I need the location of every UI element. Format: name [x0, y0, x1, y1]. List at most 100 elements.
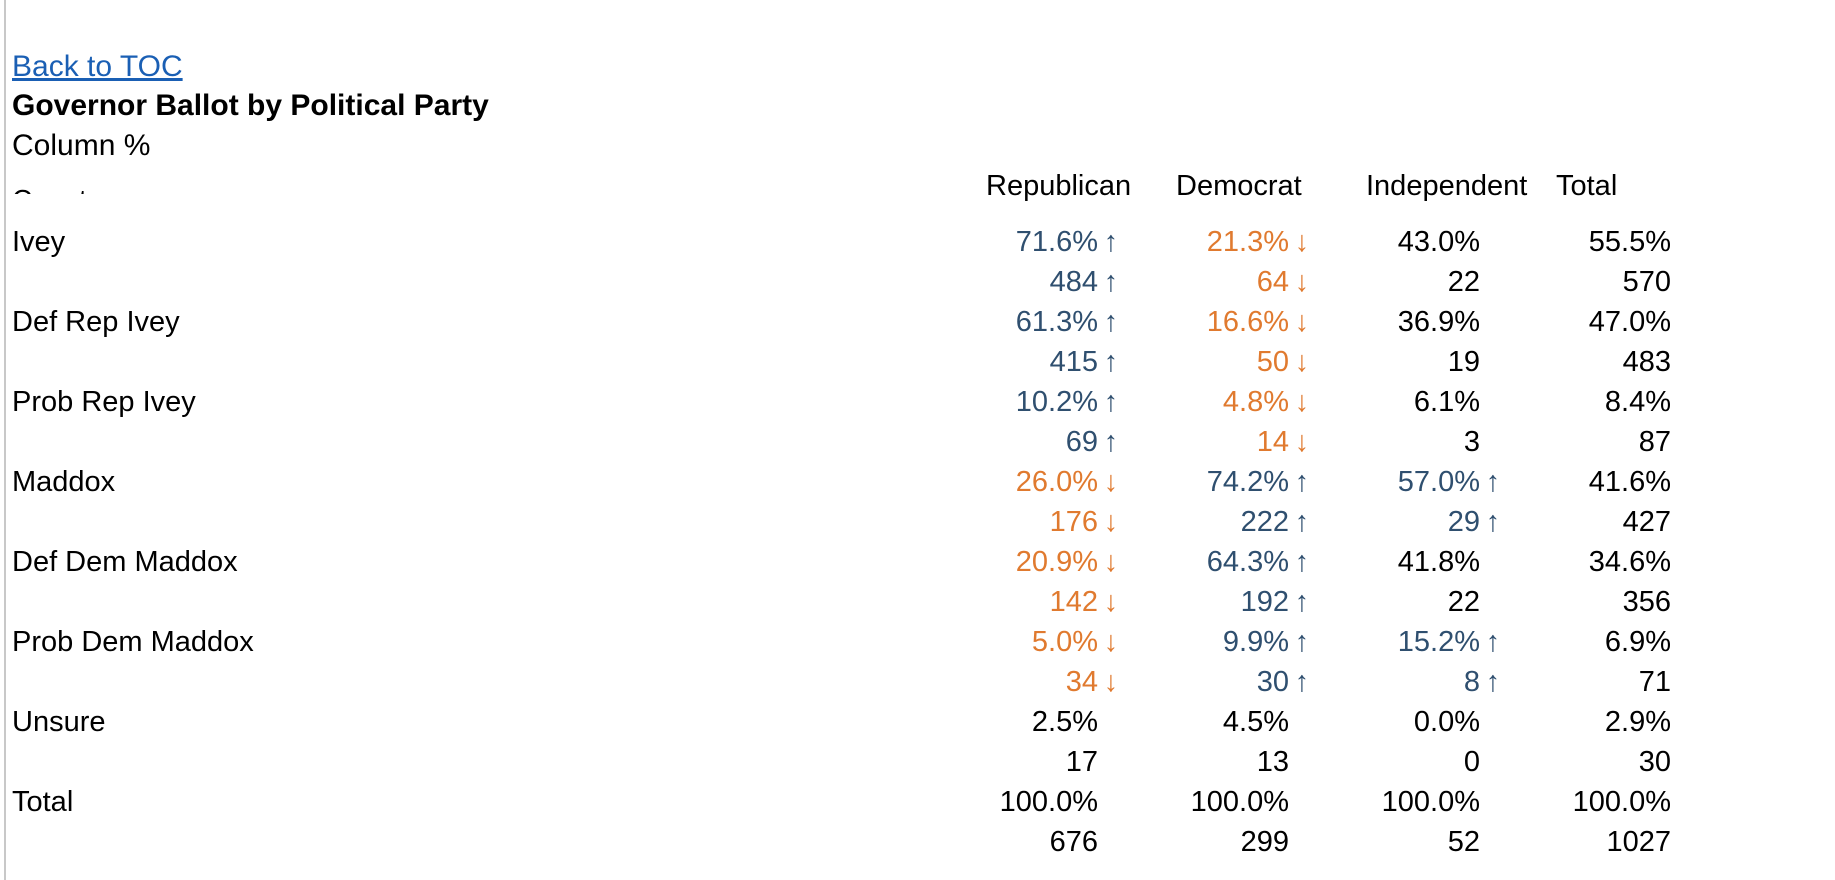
cell-republican-cnt: 17: [972, 742, 1124, 782]
row-label-empty: [12, 422, 972, 462]
cell-value: 36.9%: [1397, 306, 1480, 338]
arrow-up-icon: ↑: [1103, 426, 1119, 458]
cell-democrat-cnt: 192 ↑: [1124, 582, 1315, 622]
cell-value: 6.9%: [1604, 626, 1671, 658]
cell-independent-cnt: 19: [1315, 342, 1506, 382]
cell-total-cnt: 427: [1506, 502, 1697, 542]
row-label-empty: [12, 262, 972, 302]
cell-value: 9.9%: [1222, 626, 1289, 658]
crosstab-body: Ivey 71.6% ↑ 21.3% ↓ 43.0% 55.5% 484 ↑ 64 ↓ 22 570 De…: [12, 222, 1697, 862]
cell-democrat-pct: 21.3% ↓: [1124, 222, 1315, 262]
arrow-up-icon: ↑: [1294, 546, 1310, 578]
cell-value: 2.5%: [1031, 706, 1098, 738]
arrow-up-icon: ↑: [1103, 346, 1119, 378]
cell-value: 100.0%: [1190, 786, 1289, 818]
cell-independent-pct: 36.9%: [1315, 302, 1506, 342]
cell-value: 71.6%: [1015, 226, 1098, 258]
table-row-count: 142 ↓ 192 ↑ 22 356: [12, 582, 1697, 622]
cell-value: 34: [1065, 666, 1098, 698]
cell-republican-cnt: 484 ↑: [972, 262, 1124, 302]
cell-value: 71: [1638, 666, 1671, 698]
cell-republican-cnt: 34 ↓: [972, 662, 1124, 702]
table-row-percent: Maddox 26.0% ↓ 74.2% ↑ 57.0% ↑ 41.6%: [12, 462, 1697, 502]
arrow-down-icon: ↓: [1294, 386, 1310, 418]
row-label-empty: [12, 662, 972, 702]
cell-value: 100.0%: [1381, 786, 1480, 818]
count-label-cut: Count: [12, 180, 87, 194]
arrow-up-icon: ↑: [1294, 586, 1310, 618]
cell-value: 5.0%: [1031, 626, 1098, 658]
cell-value: 74.2%: [1206, 466, 1289, 498]
cell-value: 55.5%: [1588, 226, 1671, 258]
table-row-count: 69 ↑ 14 ↓ 3 87: [12, 422, 1697, 462]
cell-value: 4.5%: [1222, 706, 1289, 738]
row-label: Total: [12, 786, 74, 818]
cell-democrat-pct: 16.6% ↓: [1124, 302, 1315, 342]
row-label: Maddox: [12, 466, 116, 498]
cell-value: 61.3%: [1015, 306, 1098, 338]
cell-independent-pct: 6.1%: [1315, 382, 1506, 422]
cell-independent-pct: 41.8%: [1315, 542, 1506, 582]
table-row-percent: Def Dem Maddox 20.9% ↓ 64.3% ↑ 41.8% 34.6%: [12, 542, 1697, 582]
arrow-down-icon: ↓: [1294, 346, 1310, 378]
cell-total-cnt: 71: [1506, 662, 1697, 702]
cell-value: 2.9%: [1604, 706, 1671, 738]
cell-value: 8: [1463, 666, 1480, 698]
cell-democrat-cnt: 222 ↑: [1124, 502, 1315, 542]
cell-republican-pct: 61.3% ↑: [972, 302, 1124, 342]
arrow-down-icon: ↓: [1103, 546, 1119, 578]
cell-value: 17: [1065, 746, 1098, 778]
arrow-down-icon: ↓: [1103, 466, 1119, 498]
cell-independent-pct: 0.0%: [1315, 702, 1506, 742]
cell-value: 50: [1256, 346, 1289, 378]
cell-value: 427: [1622, 506, 1671, 538]
col-header-independent: Independent: [1366, 170, 1528, 202]
cell-democrat-cnt: 299: [1124, 822, 1315, 862]
cell-republican-pct: 26.0% ↓: [972, 462, 1124, 502]
table-row-count: 176 ↓ 222 ↑ 29 ↑ 427: [12, 502, 1697, 542]
cell-democrat-pct: 100.0%: [1124, 782, 1315, 822]
table-row-percent: Total 100.0% 100.0% 100.0% 100.0%: [12, 782, 1697, 822]
col-header-republican: Republican: [986, 170, 1132, 202]
table-row-percent: Prob Dem Maddox 5.0% ↓ 9.9% ↑ 15.2% ↑ 6.9%: [12, 622, 1697, 662]
cell-value: 20.9%: [1015, 546, 1098, 578]
table-row-percent: Unsure 2.5% 4.5% 0.0% 2.9%: [12, 702, 1697, 742]
cell-democrat-cnt: 50 ↓: [1124, 342, 1315, 382]
report-page: Back to TOC Governor Ballot by Political…: [12, 48, 1802, 206]
cell-value: 570: [1622, 266, 1671, 298]
table-row-count: 17 13 0 30: [12, 742, 1697, 782]
cell-democrat-pct: 9.9% ↑: [1124, 622, 1315, 662]
cell-republican-cnt: 69 ↑: [972, 422, 1124, 462]
cell-independent-cnt: 3: [1315, 422, 1506, 462]
row-label: Ivey: [12, 226, 66, 258]
cell-value: 100.0%: [1572, 786, 1671, 818]
table-row-count: 484 ↑ 64 ↓ 22 570: [12, 262, 1697, 302]
arrow-up-icon: ↑: [1103, 306, 1119, 338]
arrow-down-icon: ↓: [1103, 626, 1119, 658]
row-label: Unsure: [12, 706, 106, 738]
cell-democrat-cnt: 14 ↓: [1124, 422, 1315, 462]
cell-value: 21.3%: [1206, 226, 1289, 258]
cell-total-pct: 41.6%: [1506, 462, 1697, 502]
cell-value: 0.0%: [1413, 706, 1480, 738]
arrow-up-icon: ↑: [1485, 666, 1501, 698]
arrow-down-icon: ↓: [1103, 586, 1119, 618]
table-row-percent: Ivey 71.6% ↑ 21.3% ↓ 43.0% 55.5%: [12, 222, 1697, 262]
arrow-up-icon: ↑: [1294, 506, 1310, 538]
back-to-toc-link[interactable]: Back to TOC: [12, 50, 183, 83]
cell-republican-pct: 5.0% ↓: [972, 622, 1124, 662]
cell-republican-pct: 100.0%: [972, 782, 1124, 822]
cell-value: 10.2%: [1015, 386, 1098, 418]
cell-independent-cnt: 52: [1315, 822, 1506, 862]
cell-republican-cnt: 142 ↓: [972, 582, 1124, 622]
arrow-up-icon: ↑: [1485, 626, 1501, 658]
cell-republican-cnt: 676: [972, 822, 1124, 862]
cell-total-cnt: 483: [1506, 342, 1697, 382]
row-label-empty: [12, 742, 972, 782]
cell-independent-cnt: 29 ↑: [1315, 502, 1506, 542]
arrow-down-icon: ↓: [1103, 666, 1119, 698]
cell-value: 30: [1256, 666, 1289, 698]
cell-total-cnt: 356: [1506, 582, 1697, 622]
col-header-democrat: Democrat: [1176, 170, 1302, 202]
cell-value: 64.3%: [1206, 546, 1289, 578]
